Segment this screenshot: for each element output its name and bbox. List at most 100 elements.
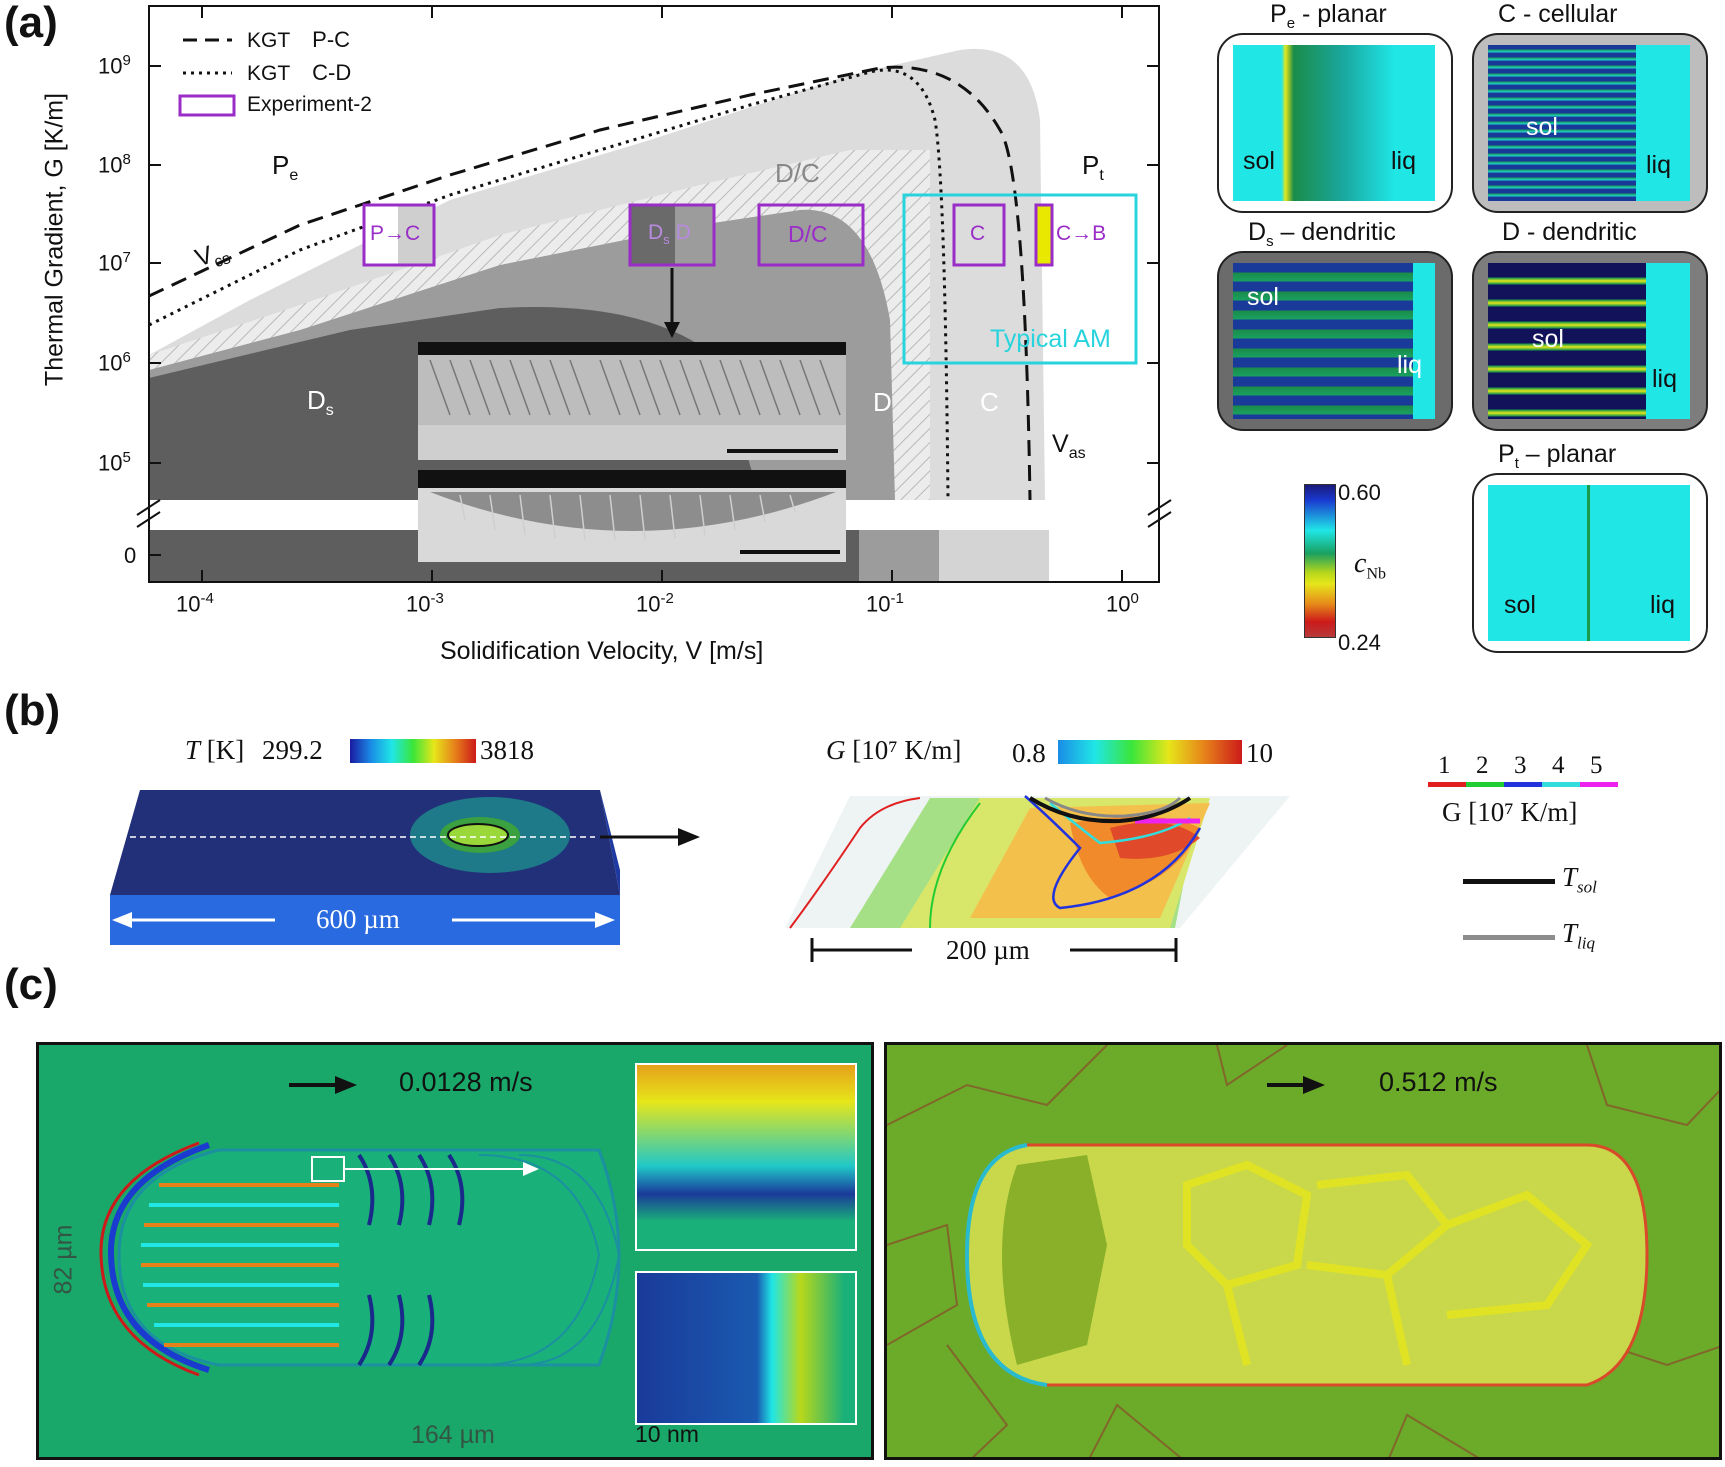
gradient-max: 10: [1246, 738, 1273, 768]
cnb-colorbar: [1304, 484, 1336, 638]
micrograph-inset: [418, 342, 846, 562]
panel-label-c: (c): [4, 960, 58, 1009]
kgt-c-d-curve: [149, 68, 950, 501]
y-tick-label: 107: [98, 249, 131, 276]
zoom-inset-1: [635, 1063, 857, 1251]
thumb-label-sol: sol: [1243, 147, 1275, 175]
temperature-colorbar: [350, 739, 476, 763]
typical-am-label: Typical AM: [990, 325, 1111, 353]
x-tick-label: 10-2: [636, 590, 674, 617]
region-label-dc: D/C: [775, 158, 820, 188]
domain-width-label: 164 µm: [411, 1421, 495, 1449]
tsol-swatch: [1463, 879, 1555, 884]
thumb-c-cellular: sol liq: [1472, 33, 1708, 213]
x-tick-label: 10-4: [176, 590, 214, 617]
gradient-colorbar: [1058, 740, 1242, 764]
thumb-title-c: C - cellular: [1498, 0, 1618, 28]
scale-bar-200um: [810, 938, 1178, 962]
legend-experiment: Experiment-2: [247, 93, 372, 116]
y-tick-label: 109: [98, 52, 131, 79]
thumb-title-ds: Ds – dendritic: [1248, 218, 1396, 250]
y-tick-label: 108: [98, 151, 131, 178]
tsol-label: Tsol: [1562, 862, 1597, 897]
box-label-p-c: P→C: [370, 222, 421, 245]
contour-swatch: [1542, 782, 1580, 787]
thumb-label-sol: sol: [1532, 325, 1564, 353]
box-label-dc: D/C: [788, 221, 828, 247]
contour-level: 5: [1590, 752, 1603, 779]
thumb-title-pe: Pe - planar: [1270, 0, 1387, 32]
thumb-title-d: D - dendritic: [1502, 218, 1637, 246]
contour-swatch: [1428, 782, 1466, 787]
simulation-low-velocity: 0.0128 m/s 164 µm 82 µm 10 nm: [36, 1042, 874, 1460]
x-tick-label: 10-1: [866, 590, 904, 617]
panel-label-a: (a): [4, 0, 58, 47]
region-label-pe: Pe: [272, 150, 299, 185]
legend-kgt-cd: KGT C-D: [247, 60, 352, 85]
y-tick-label: 106: [98, 349, 131, 376]
cnb-colorbar-min: 0.24: [1338, 630, 1381, 655]
cnb-colorbar-max: 0.60: [1338, 480, 1381, 505]
region-label-c: C: [980, 387, 999, 417]
contour-legend-title: G [10⁷ K/m]: [1442, 797, 1578, 827]
temperature-label: T [K]: [185, 735, 245, 765]
gradient-contour-map: [785, 795, 1290, 929]
contour-level: 4: [1552, 752, 1565, 779]
thumb-label-sol: sol: [1247, 283, 1279, 311]
contour-level: 2: [1476, 752, 1489, 779]
x-tick-label: 10-3: [406, 590, 444, 617]
zoom-inset-2: [635, 1271, 857, 1425]
contour-swatch: [1504, 782, 1542, 787]
arrow-right: [600, 828, 700, 846]
domain-height-label: 82 µm: [49, 1224, 78, 1295]
simulation-low-velocity-svg: [99, 1076, 621, 1377]
thumb-label-sol: sol: [1504, 591, 1536, 619]
contour-level: 3: [1514, 752, 1527, 779]
thumb-pt-planar: sol liq: [1472, 473, 1708, 653]
x-tick-label: 100: [1106, 590, 1139, 617]
gradient-label: G [10⁷ K/m]: [826, 735, 962, 765]
scale-200um: 200 µm: [946, 935, 1030, 965]
inset-scale-label: 10 nm: [635, 1421, 699, 1447]
thumb-label-sol: sol: [1526, 113, 1558, 141]
box-label-c: C: [970, 222, 986, 245]
temperature-min: 299.2: [262, 735, 323, 765]
temperature-max: 3818: [480, 735, 534, 765]
gradient-min: 0.8: [1012, 738, 1046, 768]
box-label-c-b: C→B: [1056, 222, 1107, 245]
legend-kgt-pc: KGT P-C: [247, 27, 351, 52]
y-tick-label: 0: [124, 543, 137, 568]
contour-level-legend: 1 2 3 4 5: [1428, 752, 1618, 792]
kgt-p-c-curve: [149, 65, 1032, 501]
y-axis-label: Thermal Gradient, G [K/m]: [40, 92, 69, 387]
thumb-label-liq: liq: [1650, 591, 1676, 619]
low-velocity-label: 0.0128 m/s: [399, 1067, 533, 1097]
label-vas: Vas: [1052, 430, 1086, 462]
simulation-high-velocity: 0.512 m/s: [884, 1042, 1722, 1460]
thumb-title-pt: Pt – planar: [1498, 440, 1617, 472]
phase-selection-map: Thermal Gradient, G [K/m] Solidification…: [0, 0, 1180, 690]
contour-level: 1: [1438, 752, 1451, 779]
melt-pool-3d: [110, 790, 620, 945]
region-label-d: D: [873, 387, 892, 417]
simulation-high-velocity-svg: [887, 1045, 1719, 1457]
thumb-label-liq: liq: [1391, 147, 1417, 175]
thumb-label-liq: liq: [1652, 365, 1678, 393]
scale-600um: 600 µm: [316, 904, 400, 934]
y-tick-label: 105: [98, 449, 131, 476]
contour-swatch: [1580, 782, 1618, 787]
tliq-label: Tliq: [1562, 918, 1595, 953]
thumb-label-liq: liq: [1646, 151, 1672, 179]
cnb-colorbar-label: cNb: [1354, 548, 1386, 583]
region-label-ds: Ds: [307, 385, 334, 420]
box-label-ds-d: Ds D: [648, 221, 691, 248]
tliq-swatch: [1463, 935, 1555, 940]
thumb-label-liq: liq: [1397, 351, 1423, 379]
region-label-pt: Pt: [1082, 150, 1104, 185]
thumb-ds-dendritic: sol liq: [1217, 251, 1453, 431]
x-axis-label: Solidification Velocity, V [m/s]: [440, 637, 764, 665]
thumb-d-dendritic: sol liq: [1472, 251, 1708, 431]
phase-selection-map-svg: [136, 5, 1172, 583]
panel-label-b: (b): [4, 686, 61, 735]
contour-swatch: [1466, 782, 1504, 787]
